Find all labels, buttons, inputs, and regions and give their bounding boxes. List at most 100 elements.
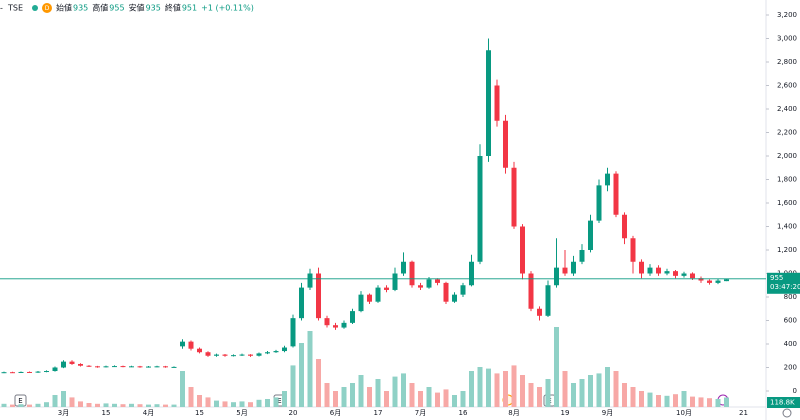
volume-bar <box>715 399 721 407</box>
candle-body <box>358 294 364 312</box>
candle-body <box>630 238 636 262</box>
volume-bar <box>95 403 100 407</box>
volume-bar <box>103 403 109 407</box>
volume-bar <box>239 401 245 407</box>
candle-body <box>418 285 423 288</box>
candle-body <box>350 311 355 323</box>
volume-bar <box>78 401 83 407</box>
y-tick-label: 600 <box>784 317 797 325</box>
candle-body <box>69 361 75 364</box>
candle-body <box>103 366 109 368</box>
candle-body <box>724 279 729 282</box>
y-tick-label: 2,400 <box>777 105 797 113</box>
candle-body <box>341 322 347 328</box>
volume-bar <box>1 403 7 407</box>
candle-body <box>367 294 372 302</box>
volume-bar <box>86 403 92 407</box>
candle-body <box>171 366 177 368</box>
volume-bar <box>664 395 670 407</box>
candle-body <box>452 294 457 302</box>
x-tick-label: 16 <box>459 409 468 417</box>
volume-bar <box>299 343 304 407</box>
candle-body <box>715 280 721 283</box>
candle-body <box>639 261 644 274</box>
settings-icon[interactable] <box>782 408 792 418</box>
volume-bar <box>265 399 270 407</box>
volume-bar <box>214 400 219 407</box>
candle-body <box>511 167 517 227</box>
candle-body <box>690 273 695 279</box>
volume-bar <box>375 379 381 407</box>
y-tick-label: 400 <box>784 340 797 348</box>
candle-body <box>78 363 83 366</box>
candle-body <box>401 261 406 274</box>
candle-body <box>290 318 296 347</box>
volume-bar <box>528 383 534 407</box>
candle-body <box>256 353 262 356</box>
candle-body <box>664 271 670 274</box>
x-tick-label: 6月 <box>330 409 341 417</box>
candle-body <box>231 355 236 357</box>
volume-bar <box>222 401 228 407</box>
volume-bar <box>571 383 576 407</box>
x-tick-label: 20 <box>289 409 298 417</box>
candle-body <box>588 220 593 250</box>
x-tick-label: 8月 <box>508 409 519 417</box>
volume-bar <box>231 402 236 407</box>
x-tick-label: 17 <box>374 409 383 417</box>
volume-bar <box>409 383 415 407</box>
volume-bar <box>171 404 177 407</box>
candle-body <box>698 278 704 281</box>
y-tick-label: 1,800 <box>777 176 797 184</box>
candle-body <box>460 285 466 295</box>
candle-body <box>486 50 491 156</box>
candle-body <box>18 371 24 373</box>
y-tick-label: 1,600 <box>777 199 797 207</box>
candles <box>1 38 729 374</box>
candle-body <box>265 352 270 354</box>
volume-bar <box>596 373 602 407</box>
candle-body <box>375 287 381 302</box>
volume-bar <box>341 387 347 407</box>
candle-body <box>222 354 228 356</box>
candle-body <box>494 85 500 121</box>
volume-bar <box>273 397 279 407</box>
volume-bar <box>137 404 143 407</box>
volume-bar <box>205 397 211 407</box>
candle-body <box>163 366 168 368</box>
ohlc-label: 安値 <box>129 3 145 13</box>
candle-body <box>520 226 525 274</box>
candle-body <box>214 354 219 356</box>
y-tick-label: 2,000 <box>777 152 797 160</box>
candle-body <box>613 173 619 215</box>
y-tick-label: 3,200 <box>777 11 797 19</box>
volume-bar <box>690 396 695 407</box>
volume-bar <box>520 375 525 407</box>
ohlc-value: 935 <box>73 4 88 13</box>
y-tick-label: 200 <box>784 364 797 372</box>
candle-body <box>673 271 678 276</box>
volume-bar <box>494 373 500 407</box>
candle-body <box>537 308 542 316</box>
exchange: TSE <box>7 4 23 13</box>
candle-body <box>197 348 202 353</box>
event-label: E <box>18 397 22 405</box>
candle-body <box>333 325 338 328</box>
volume-bar <box>69 397 75 407</box>
last-price-tag <box>767 272 800 294</box>
volume-bar <box>537 387 542 407</box>
volume-bar <box>605 367 610 407</box>
candle-body <box>579 250 585 262</box>
candle-body <box>248 354 253 356</box>
candle-body <box>707 280 712 283</box>
volume-bar <box>44 402 49 407</box>
volume-bar <box>392 376 398 407</box>
candle-body <box>622 214 627 239</box>
volume-bar <box>367 387 372 407</box>
countdown: 03:47:20 <box>770 283 800 291</box>
interval-badge <box>42 3 52 13</box>
candle-body <box>146 366 151 368</box>
ohlc-value: 935 <box>146 4 161 13</box>
volume-bar <box>698 397 704 407</box>
